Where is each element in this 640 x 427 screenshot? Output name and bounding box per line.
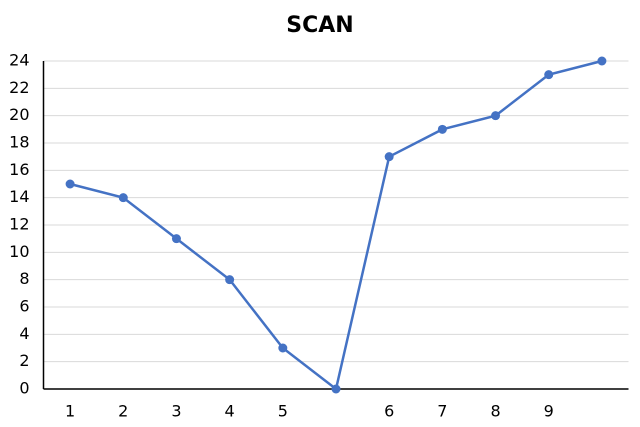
y-tick-label: 22: [9, 78, 29, 97]
x-tick-label: 8: [490, 402, 500, 421]
chart-title: SCAN: [286, 13, 353, 38]
y-tick-label: 16: [9, 160, 29, 179]
data-point: [384, 152, 394, 162]
data-point: [225, 275, 235, 285]
x-tick-label: 6: [384, 402, 394, 421]
data-point: [491, 111, 501, 121]
y-tick-label: 12: [9, 215, 29, 234]
x-tick-label: 5: [278, 402, 288, 421]
data-point: [437, 124, 447, 134]
y-tick-label: 18: [9, 133, 29, 152]
data-point: [597, 56, 607, 66]
data-point: [331, 384, 341, 394]
y-tick-label: 10: [9, 242, 29, 261]
x-tick-label: 1: [65, 402, 75, 421]
data-point: [278, 343, 288, 353]
data-point: [171, 234, 181, 244]
y-tick-label: 4: [19, 324, 29, 343]
x-tick-label: 7: [437, 402, 447, 421]
x-tick-label: 9: [544, 402, 554, 421]
data-point: [118, 193, 128, 203]
y-tick-label: 0: [19, 379, 29, 398]
x-tick-label: 3: [171, 402, 181, 421]
y-tick-label: 6: [19, 297, 29, 316]
y-tick-label: 14: [9, 187, 29, 206]
y-tick-label: 8: [19, 269, 29, 288]
data-point: [65, 179, 75, 189]
x-tick-label: 4: [225, 402, 235, 421]
y-tick-label: 24: [9, 51, 29, 70]
data-point: [544, 70, 554, 80]
x-tick-label: 2: [118, 402, 128, 421]
y-tick-label: 2: [19, 351, 29, 370]
y-tick-label: 20: [9, 105, 29, 124]
